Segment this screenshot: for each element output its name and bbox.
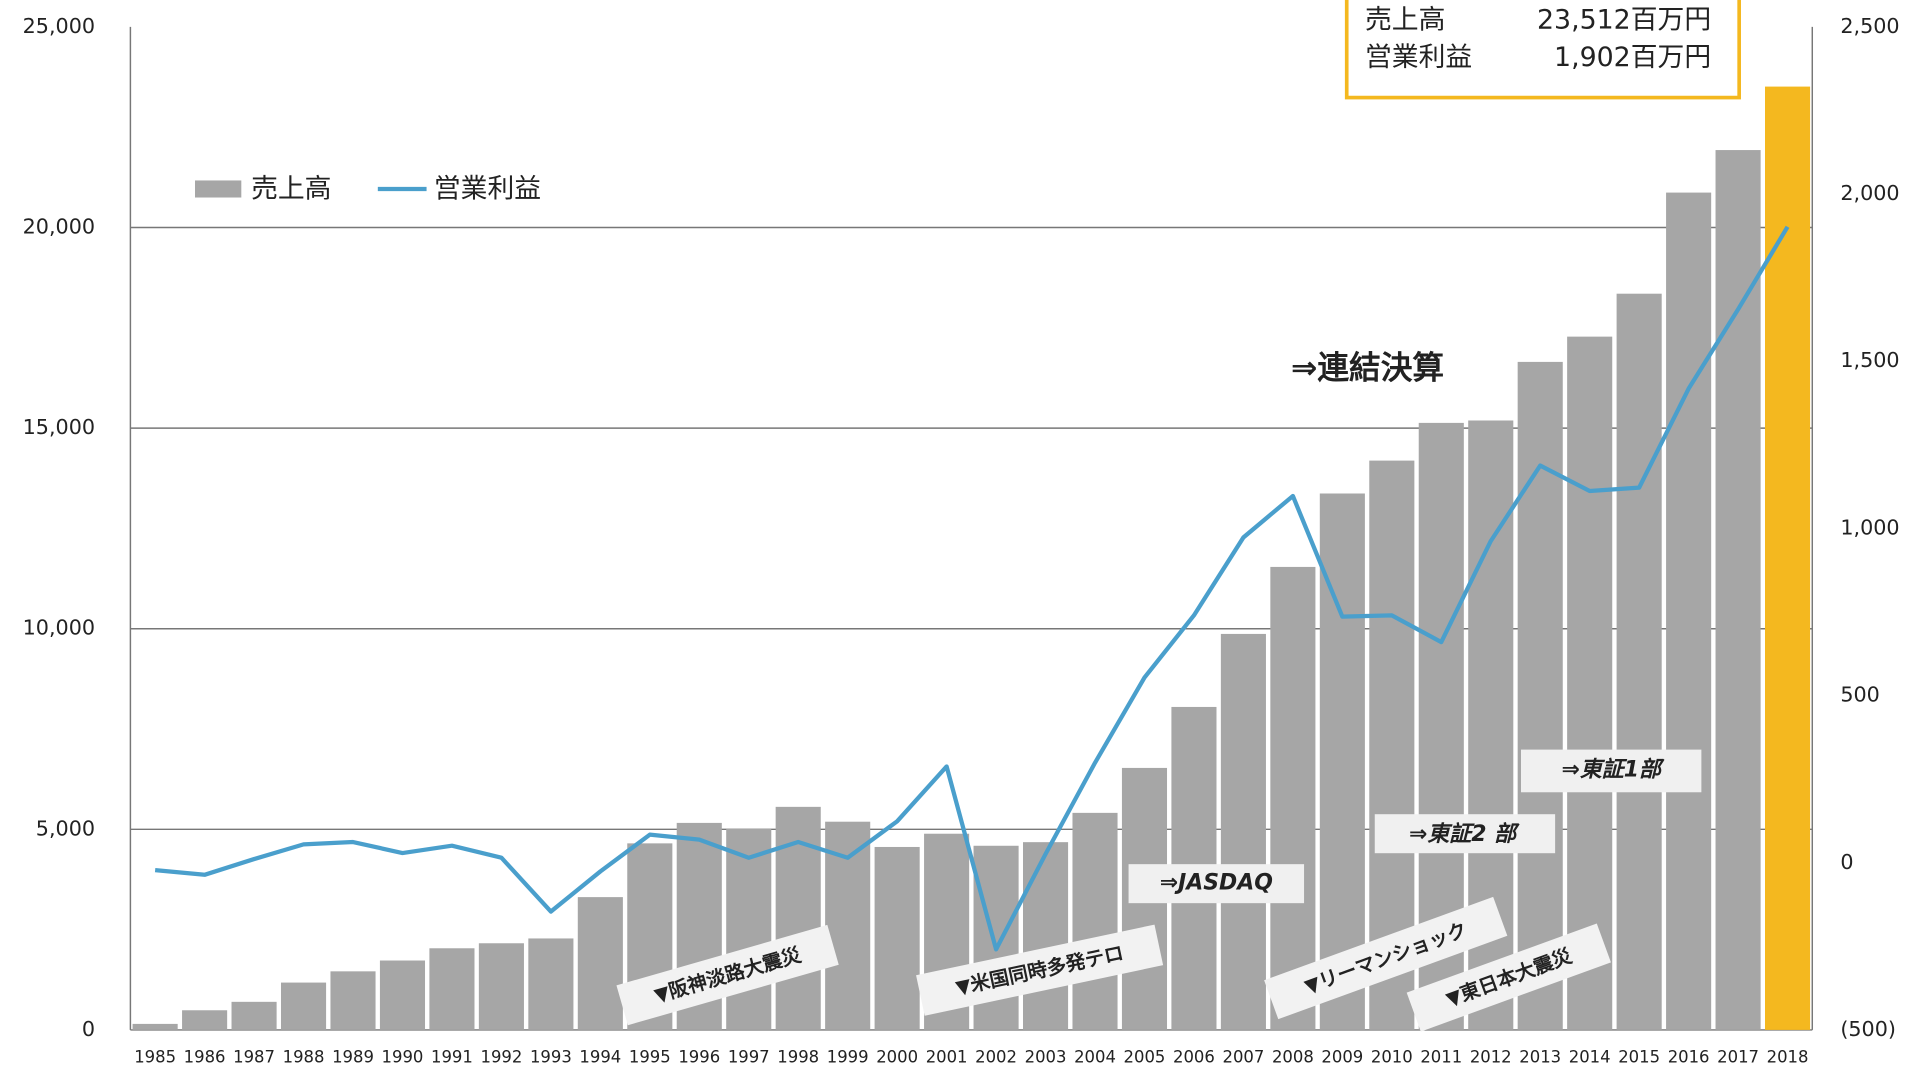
- x-tick-label: 1993: [530, 1047, 572, 1066]
- x-tick-label: 1994: [579, 1047, 621, 1066]
- y-tick-label: 5,000: [36, 816, 95, 840]
- y2-tick-label: 2,000: [1840, 181, 1899, 205]
- x-tick-label: 2003: [1025, 1047, 1067, 1066]
- legend-label: 売上高: [251, 174, 331, 205]
- x-tick-label: 2014: [1569, 1047, 1611, 1066]
- legend-swatch: [195, 180, 242, 198]
- bar: [132, 1023, 178, 1030]
- bar: [1072, 812, 1118, 1030]
- x-tick-label: 2002: [975, 1047, 1017, 1066]
- annotation-box: [1374, 814, 1556, 854]
- y2-tick-label: 1,500: [1840, 348, 1899, 372]
- x-tick-label: 2017: [1717, 1047, 1759, 1066]
- x-tick-label: 2012: [1470, 1047, 1512, 1066]
- x-tick-label: 1995: [629, 1047, 671, 1066]
- y-tick-label: 20,000: [23, 214, 95, 238]
- bar: [528, 938, 574, 1030]
- x-tick-label: 1991: [431, 1047, 473, 1066]
- x-tick-label: 2015: [1618, 1047, 1660, 1066]
- y2-tick-label: 2,500: [1840, 14, 1899, 38]
- bar: [231, 1001, 277, 1030]
- bar: [1220, 633, 1266, 1030]
- x-tick-label: 2007: [1222, 1047, 1264, 1066]
- bar: [1022, 842, 1069, 1030]
- y-tick-label: 15,000: [23, 415, 95, 439]
- x-tick-label: 2018: [1767, 1047, 1809, 1066]
- y2-tick-label: 1,000: [1840, 515, 1899, 539]
- bar: [1765, 86, 1811, 1030]
- legend-label: 営業利益: [434, 174, 541, 205]
- y2-tick-label: 0: [1840, 850, 1853, 874]
- x-tick-label: 1990: [382, 1047, 424, 1066]
- x-tick-label: 1996: [678, 1047, 720, 1066]
- callout-value: 1,902百万円: [1554, 42, 1711, 73]
- bar: [280, 982, 327, 1030]
- x-tick-label: 1987: [233, 1047, 275, 1066]
- bar: [1567, 336, 1613, 1030]
- x-tick-label: 2008: [1272, 1047, 1314, 1066]
- x-tick-label: 2000: [876, 1047, 918, 1066]
- bar: [1715, 150, 1761, 1030]
- bar: [379, 960, 426, 1030]
- annotation-box: [616, 924, 839, 1026]
- bar: [874, 846, 920, 1030]
- x-tick-label: 1988: [283, 1047, 325, 1066]
- bar: [1270, 566, 1316, 1030]
- x-tick-label: 1998: [777, 1047, 819, 1066]
- bar: [1616, 293, 1662, 1030]
- x-tick-label: 2009: [1321, 1047, 1363, 1066]
- x-tick-label: 1999: [827, 1047, 869, 1066]
- bar: [1666, 192, 1712, 1030]
- annotation-box: [1128, 864, 1305, 904]
- callout-value: 23,512百万円: [1537, 4, 1711, 35]
- x-tick-label: 2004: [1074, 1047, 1116, 1066]
- x-tick-label: 2011: [1420, 1047, 1462, 1066]
- annotation: ⇒東証1部: [1561, 756, 1664, 782]
- x-tick-label: 1997: [728, 1047, 770, 1066]
- annotation-box: [1264, 896, 1508, 1020]
- y2-tick-label: (500): [1840, 1017, 1896, 1041]
- annotation: ⇒JASDAQ: [1160, 871, 1273, 896]
- callout-name: 営業利益: [1365, 42, 1472, 73]
- y2-tick-label: 500: [1840, 683, 1880, 707]
- annotation: ⇒連結決算: [1291, 349, 1444, 386]
- bar: [182, 1010, 228, 1030]
- x-tick-label: 2013: [1519, 1047, 1561, 1066]
- bar: [577, 897, 623, 1030]
- x-tick-label: 1986: [184, 1047, 226, 1066]
- x-tick-label: 1992: [480, 1047, 522, 1066]
- x-tick-label: 1989: [332, 1047, 374, 1066]
- bar: [726, 828, 772, 1030]
- x-tick-label: 1985: [134, 1047, 176, 1066]
- y-tick-label: 25,000: [23, 14, 95, 38]
- y-tick-label: 0: [82, 1017, 95, 1041]
- line: [154, 225, 1790, 952]
- bar: [429, 948, 475, 1030]
- annotation-box: [1521, 749, 1702, 793]
- x-tick-label: 2016: [1668, 1047, 1710, 1066]
- annotation-box: [916, 924, 1164, 1016]
- annotation-box: [1406, 923, 1611, 1032]
- x-tick-label: 2005: [1124, 1047, 1166, 1066]
- y-tick-label: 10,000: [23, 616, 95, 640]
- x-tick-label: 2001: [926, 1047, 968, 1066]
- bar: [330, 971, 376, 1030]
- bar: [478, 943, 524, 1030]
- callout-name: 売上高: [1365, 4, 1445, 35]
- x-tick-label: 2010: [1371, 1047, 1413, 1066]
- bar: [1517, 361, 1563, 1030]
- x-tick-label: 2006: [1173, 1047, 1215, 1066]
- callout-box: [1344, 0, 1741, 100]
- annotation: ⇒東証2 部: [1409, 821, 1520, 847]
